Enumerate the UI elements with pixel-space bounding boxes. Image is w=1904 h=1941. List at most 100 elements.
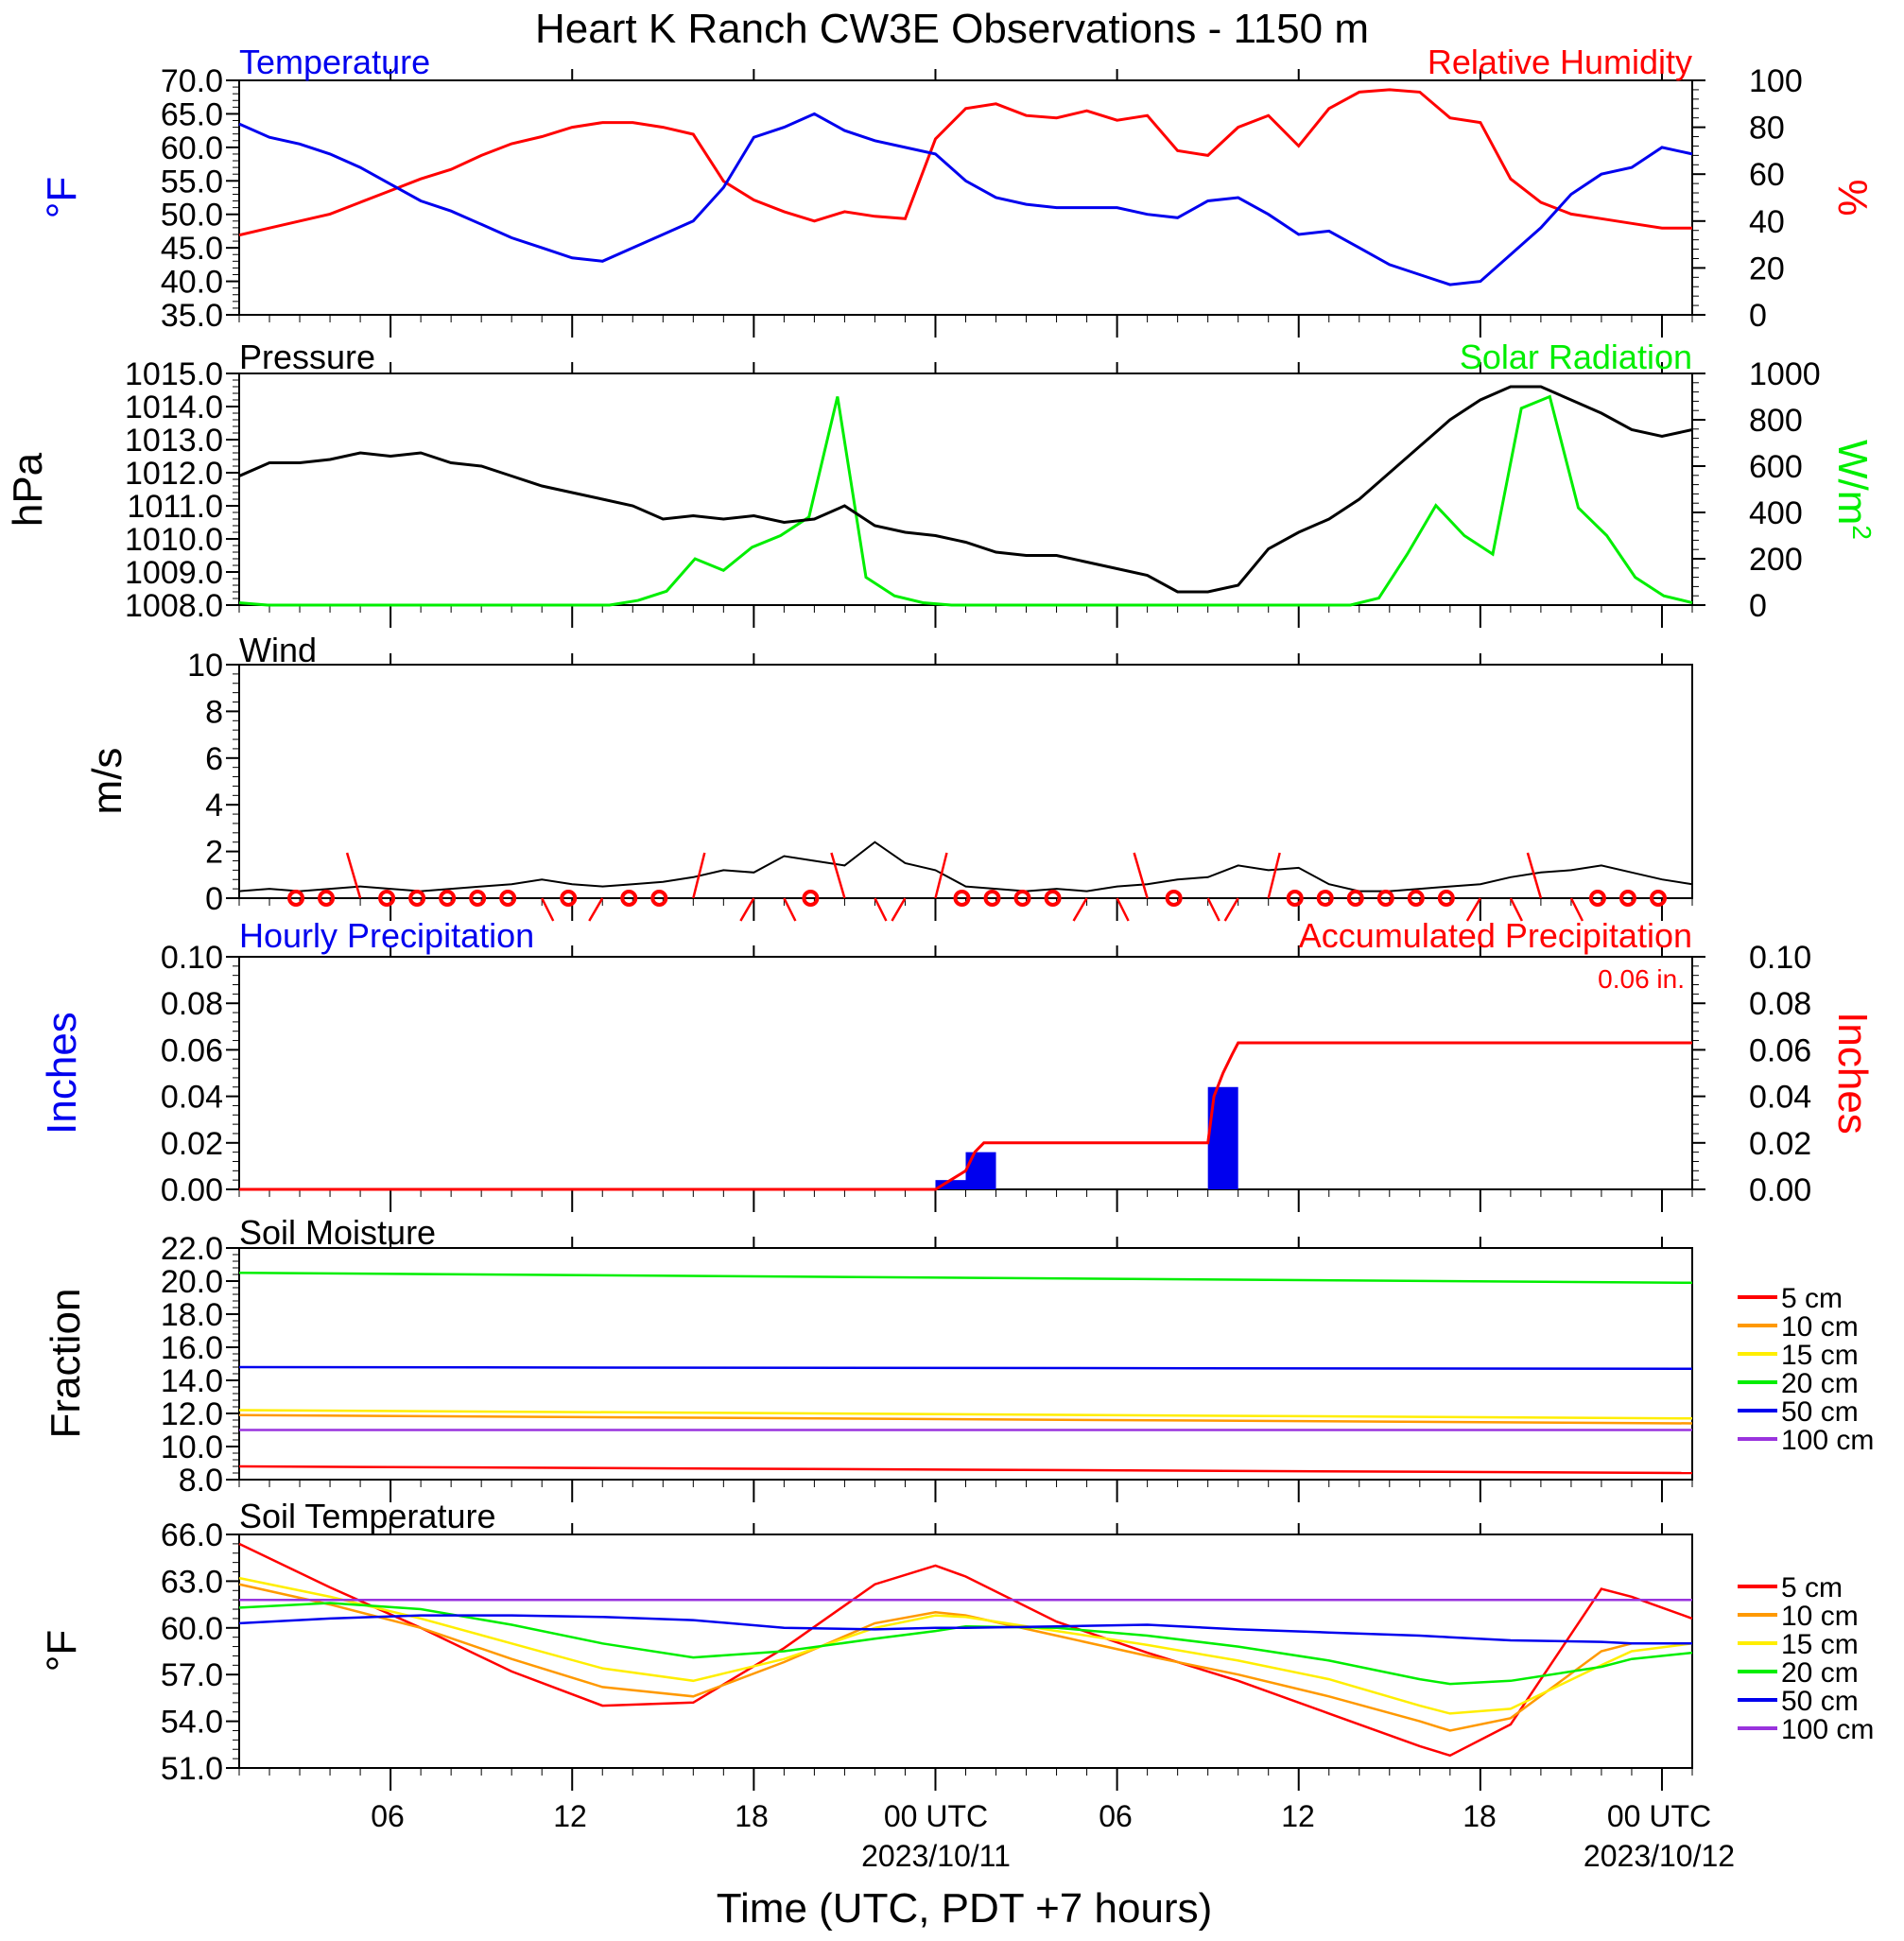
x-tick-label-6: 12: [1281, 1799, 1315, 1833]
calm-wind-marker: [1618, 890, 1636, 907]
soil-moisture-line: [238, 1365, 1693, 1371]
humidity-tick-label: 0: [1749, 298, 1767, 334]
solar-tick-label: 600: [1749, 449, 1803, 485]
wind-barb: [1133, 852, 1149, 899]
y-axis-label-left: Fraction: [43, 1289, 89, 1439]
hourly-precip-tick-label: 0.08: [161, 986, 223, 1022]
date-label-2: 2023/10/12: [1584, 1839, 1735, 1873]
solar-tick-label: 1000: [1749, 356, 1821, 392]
calm-wind-marker: [499, 890, 517, 907]
x-tick-label-4: 00 UTC: [884, 1799, 988, 1833]
wind-panel: 10 8 6 4 2 0 Wind m/s: [84, 631, 1693, 922]
calm-wind-marker: [1286, 890, 1304, 907]
temperature-tick-label: 65.0: [161, 96, 223, 132]
calm-wind-marker: [439, 890, 457, 907]
hourly-precip-tick-label: 0.00: [161, 1172, 223, 1208]
panel-title-right: Accumulated Precipitation: [1299, 916, 1692, 955]
calm-wind-marker: [1437, 890, 1455, 907]
x-tick-label-3: 18: [735, 1799, 769, 1833]
temperature-tick-label: 50.0: [161, 198, 223, 234]
soil-moisture-line: [238, 1409, 1693, 1420]
hourly-precip-tick-label: 0.02: [161, 1126, 223, 1162]
hourly-precip-tick-label: 0.06: [161, 1032, 223, 1068]
accum-precip-tick-label: 0.02: [1749, 1126, 1811, 1162]
soil-moisture-tick-label: 10.0: [161, 1430, 223, 1465]
wind-tick-label: 0: [205, 881, 223, 917]
solar-tick-label: 200: [1749, 542, 1803, 578]
wind-barb: [874, 897, 888, 922]
humidity-tick-label: 20: [1749, 251, 1785, 286]
wind-tick-label: 10: [187, 648, 223, 684]
temperature-tick-label: 70.0: [161, 63, 223, 99]
hourly-precip-bar: [935, 1180, 966, 1189]
wind-barb: [830, 852, 846, 899]
soil-temperature-tick-label: 51.0: [161, 1751, 223, 1787]
calm-wind-marker: [1316, 890, 1334, 907]
wind-barb: [1072, 897, 1088, 922]
panel-title-left: Temperature: [239, 43, 430, 81]
wind-barb: [1116, 897, 1130, 922]
x-tick-label-8: 00 UTC: [1607, 1799, 1711, 1833]
temperature-tick-label: 60.0: [161, 130, 223, 166]
pressure-tick-label: 1010.0: [125, 522, 223, 558]
soil-temperature-line: [238, 1542, 1693, 1758]
soil-moisture-tick-label: 14.0: [161, 1363, 223, 1399]
temperature-tick-label: 40.0: [161, 265, 223, 301]
legend-label: 10 cm: [1781, 1601, 1859, 1632]
solar-radiation-line: [238, 394, 1693, 607]
calm-wind-marker: [1376, 890, 1394, 907]
soil-temperature-line: [238, 1576, 1693, 1715]
calm-wind-marker: [287, 890, 305, 907]
wind-barb: [891, 897, 907, 922]
soil-moisture-tick-label: 16.0: [161, 1330, 223, 1366]
calm-wind-marker: [1013, 890, 1031, 907]
wind-barb: [1526, 852, 1543, 899]
wind-tick-label: 6: [205, 741, 223, 777]
soil-moisture-panel: 22.020.018.016.014.012.010.08.0 Soil Mois…: [43, 1213, 1874, 1502]
wind-barb: [345, 852, 362, 899]
y-axis-label-left: hPa: [5, 452, 51, 527]
wind-barb: [692, 852, 706, 899]
soil-temperature-tick-label: 57.0: [161, 1657, 223, 1693]
solar-tick-label: 0: [1749, 588, 1767, 624]
calm-wind-marker: [1407, 890, 1425, 907]
accum-precip-tick-label: 0.10: [1749, 940, 1811, 976]
precipitation-panel: 0.10 0.08 0.06 0.04 0.02 0.00 0.10 0.08 0.06 0.04…: [39, 916, 1876, 1212]
accumulated-total-annotation: 0.06 in.: [1598, 964, 1685, 994]
pressure-tick-label: 1012.0: [125, 456, 223, 492]
y-axis-label-right: %: [1829, 179, 1876, 216]
y-axis-label-right: W/m2: [1829, 440, 1878, 540]
panel-frame: [238, 664, 1693, 899]
soil-temperature-panel: 66.0 63.0 60.0 57.0 54.0 51.0 Soil Temperature…: [39, 1497, 1874, 1791]
hourly-precip-tick-label: 0.04: [161, 1080, 223, 1116]
x-axis-label: Time (UTC, PDT +7 hours): [717, 1885, 1212, 1932]
temperature-humidity-panel: 70.065.060.055.050.045.040.035.0 100 80 60 4…: [39, 43, 1876, 338]
calm-wind-marker: [469, 890, 487, 907]
solar-tick-label: 800: [1749, 403, 1803, 439]
legend-label: 50 cm: [1781, 1686, 1859, 1717]
pressure-solar-panel: 1015.01014.01013.01012.01011.01010.01009…: [5, 338, 1878, 628]
panel-frame: [238, 1534, 1693, 1769]
temperature-tick-label: 45.0: [161, 231, 223, 267]
accumulated-precip-line: [239, 1041, 1692, 1191]
soil-moisture-line: [238, 1413, 1693, 1425]
temperature-tick-label: 35.0: [161, 298, 223, 334]
humidity-tick-label: 100: [1749, 63, 1803, 99]
temperature-tick-label: 55.0: [161, 164, 223, 199]
wind-barb: [934, 852, 948, 899]
wind-barb: [1206, 897, 1220, 922]
pressure-tick-label: 1009.0: [125, 555, 223, 591]
wind-barb: [1465, 897, 1481, 922]
wind-speed-line: [238, 841, 1693, 893]
chart-title: Heart K Ranch CW3E Observations - 1150 m: [535, 6, 1369, 52]
x-tick-label-5: 06: [1099, 1799, 1133, 1833]
solar-tick-label: 400: [1749, 495, 1803, 531]
legend-label: 20 cm: [1781, 1368, 1859, 1399]
accum-precip-tick-label: 0.04: [1749, 1080, 1811, 1116]
wind-barb: [1569, 897, 1584, 922]
y-axis-label-right: Inches: [1829, 1012, 1876, 1135]
calm-wind-marker: [1649, 890, 1667, 907]
soil-moisture-tick-label: 18.0: [161, 1297, 223, 1333]
soil-moisture-tick-label: 22.0: [161, 1231, 223, 1267]
soil-temperature-tick-label: 54.0: [161, 1705, 223, 1741]
